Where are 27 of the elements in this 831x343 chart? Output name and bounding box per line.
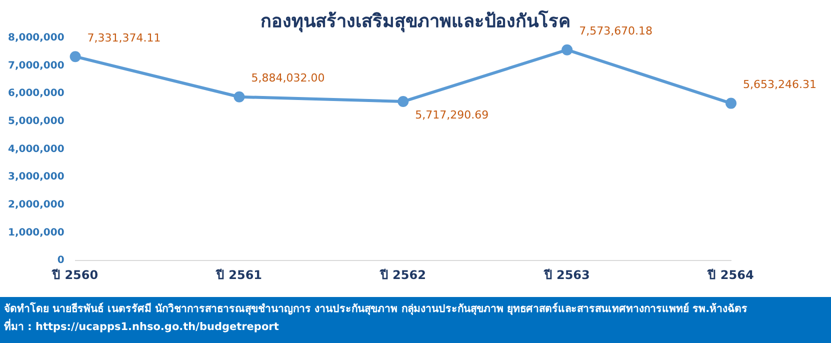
x-tick-label: ปี 2560	[52, 268, 98, 282]
x-tick-label: ปี 2564	[707, 268, 754, 282]
point	[562, 44, 573, 56]
y-tick-label: 5,000,000	[8, 116, 64, 128]
point	[70, 51, 81, 62]
x-tick-label: ปี 2563	[543, 268, 590, 282]
data-label: 5,717,290.69	[415, 108, 489, 122]
y-tick-label: 0	[57, 255, 64, 266]
y-tick-label: 7,000,000	[8, 60, 64, 72]
chart-title: กองทุนสร้างเสริมสุขภาพและป้องกันโรค	[260, 11, 570, 32]
data-label: 7,331,374.11	[87, 31, 161, 44]
data-label: 5,884,032.00	[251, 72, 325, 85]
x-tick-label: ปี 2562	[379, 268, 426, 282]
y-tick-label: 3,000,000	[8, 172, 64, 183]
point	[234, 91, 245, 102]
point	[726, 98, 736, 109]
x-tick-label: ปี 2561	[215, 268, 262, 282]
y-tick-label: 2,000,000	[8, 200, 64, 211]
data-label: 5,653,246.31	[743, 78, 816, 92]
y-tick-label: 4,000,000	[8, 144, 64, 155]
y-tick-label: 6,000,000	[8, 88, 64, 100]
point	[398, 96, 409, 108]
data-label: 7,573,670.18	[579, 24, 653, 38]
y-tick-label: 1,000,000	[8, 227, 64, 238]
text: ที่มา : https://ucapps1.nhso.go.th/budgetreport	[4, 318, 280, 335]
y-tick-label: 8,000,000	[8, 32, 64, 44]
text: จัดทำโดย นายธีรพันธ์ เนตรรัศมี นักวิชาการสาธารณสุขชำนาญการ งานประกันสุขภาพ กลุ่มงานประกันสุขภาพ ยุทธศาสตร์และสารสนเทศทางการแพทย์ รพ.ห้างฉัตร	[4, 301, 749, 317]
